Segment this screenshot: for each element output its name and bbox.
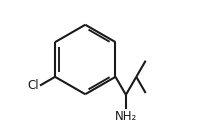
Text: Cl: Cl	[27, 79, 39, 92]
Text: NH₂: NH₂	[115, 110, 137, 123]
